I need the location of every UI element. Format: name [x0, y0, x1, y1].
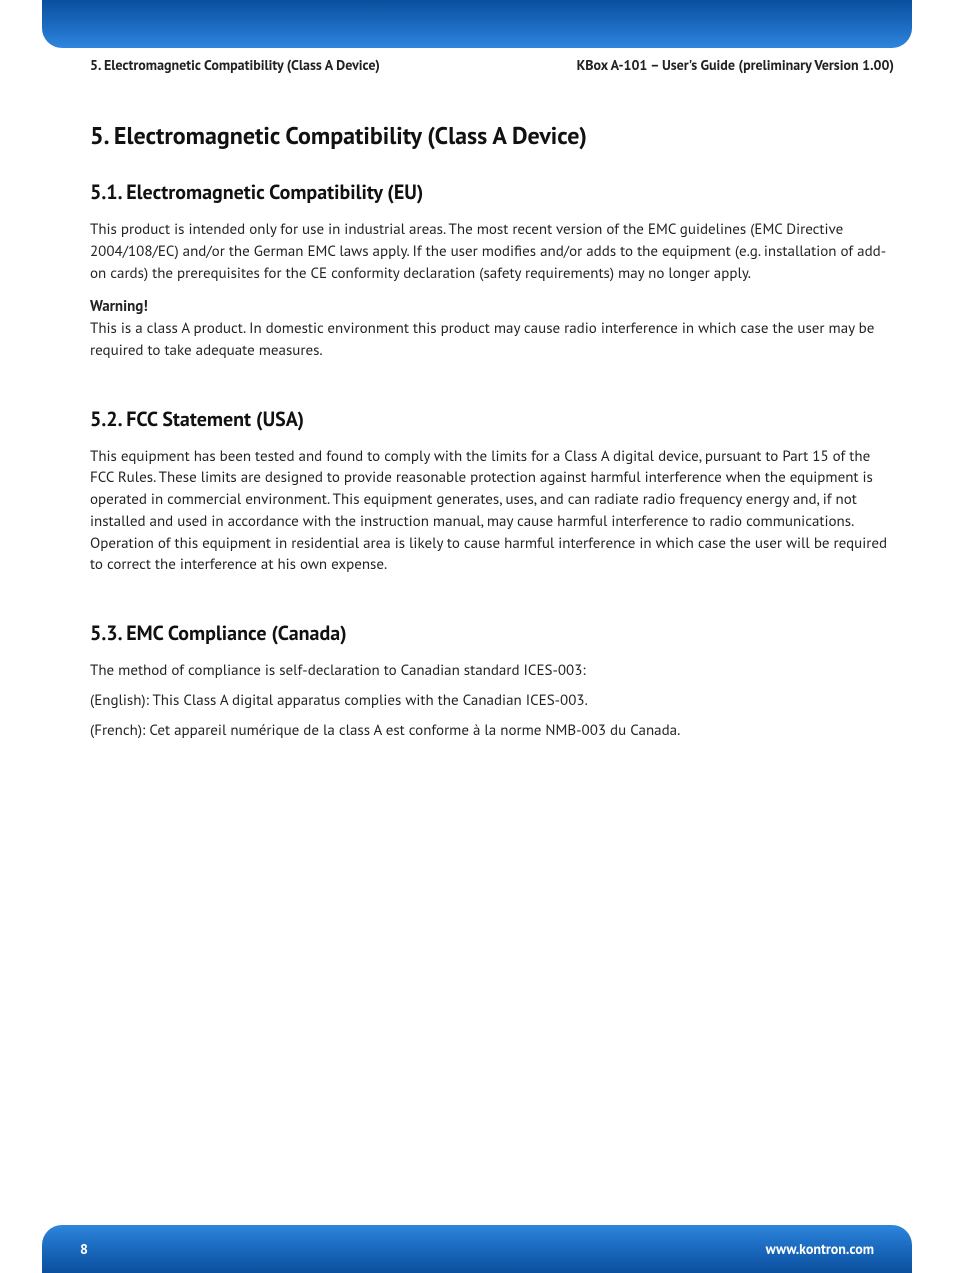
page-content: 5. Electromagnetic Compatibility (Class …: [90, 120, 894, 749]
section-5-1-paragraph: This product is intended only for use in…: [90, 219, 894, 284]
section-5-1-heading: 5.1. Electromagnetic Compatibility (EU): [90, 179, 894, 205]
warning-body: This is a class A product. In domestic e…: [90, 319, 874, 360]
section-5-2-heading: 5.2. FCC Statement (USA): [90, 406, 894, 432]
header-right: KBox A-101 – User's Guide (preliminary V…: [577, 56, 894, 74]
section-5-3-heading: 5.3. EMC Compliance (Canada): [90, 620, 894, 646]
header-left: 5. Electromagnetic Compatibility (Class …: [90, 56, 380, 74]
chapter-title: 5. Electromagnetic Compatibility (Class …: [90, 120, 894, 151]
warning-label: Warning!: [90, 297, 148, 316]
section-5-2-paragraph: This equipment has been tested and found…: [90, 446, 894, 577]
section-5-3-p2: (English): This Class A digital apparatu…: [90, 690, 894, 712]
page-number: 8: [80, 1240, 88, 1258]
bottom-accent-bar: 8 www.kontron.com: [42, 1225, 912, 1273]
section-5-3-p1: The method of compliance is self-declara…: [90, 660, 894, 682]
section-5-3-p3: (French): Cet appareil numérique de la c…: [90, 720, 894, 742]
footer-url: www.kontron.com: [766, 1240, 874, 1258]
section-5-1-warning: Warning! This is a class A product. In d…: [90, 296, 894, 361]
running-header: 5. Electromagnetic Compatibility (Class …: [90, 56, 894, 74]
top-accent-bar: [42, 0, 912, 48]
